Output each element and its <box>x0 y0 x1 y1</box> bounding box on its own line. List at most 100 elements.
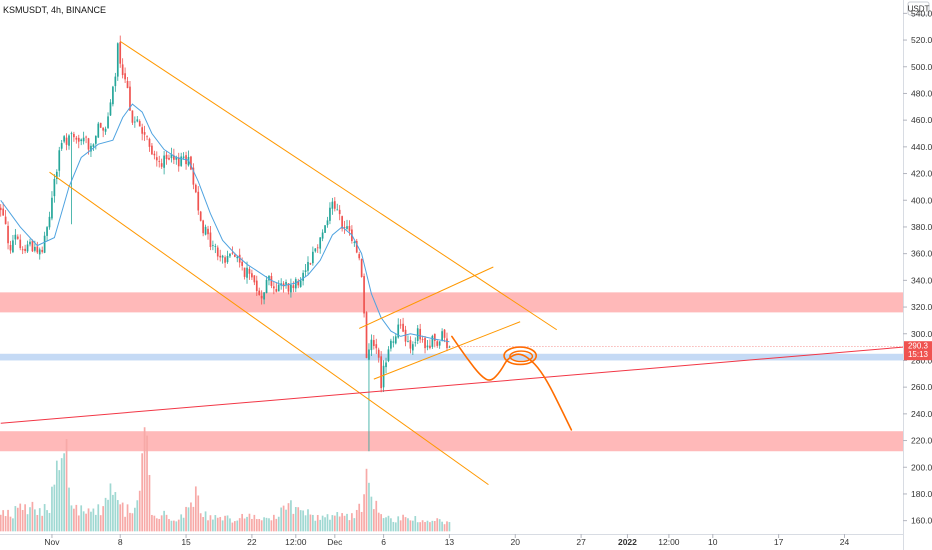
candle <box>146 135 148 141</box>
unit-badge[interactable]: USDT <box>907 1 930 16</box>
unit-label: USDT <box>908 5 930 14</box>
volume-bar <box>333 515 336 532</box>
candle <box>219 249 222 262</box>
volume-bar <box>238 518 241 532</box>
candle <box>102 127 105 138</box>
time-tick-label: 27 <box>576 537 586 547</box>
candle <box>21 246 24 255</box>
candle <box>92 143 95 151</box>
volume-bar <box>331 515 334 532</box>
candle <box>243 267 246 280</box>
projection-circle[interactable] <box>503 346 538 366</box>
time-axis[interactable]: Nov 8 15 22 12:00 Dec 6 13 20 27 2022 12:00 10 17 24 <box>44 534 849 547</box>
rising-wedge-upper[interactable] <box>358 266 494 329</box>
volume-bar <box>131 513 134 532</box>
price-tick-label: 360.0 <box>911 249 932 259</box>
candle <box>116 42 119 81</box>
volume-bar <box>153 515 156 532</box>
candle <box>104 126 107 135</box>
candle <box>55 169 58 185</box>
volume-bar <box>348 520 351 532</box>
candle <box>80 138 83 146</box>
price-tick-label: 500.0 <box>911 62 932 72</box>
candle <box>316 244 319 253</box>
volume-bar <box>75 504 78 532</box>
candle <box>224 255 226 268</box>
candle <box>321 229 324 242</box>
long-trendline[interactable] <box>0 346 904 424</box>
candle <box>285 279 287 289</box>
candle <box>112 85 114 107</box>
volume-bar <box>58 470 61 532</box>
candle <box>207 225 209 240</box>
time-tick-label: 12:00 <box>658 537 680 547</box>
price-tick-label: 420.0 <box>911 169 932 179</box>
candle <box>19 234 22 251</box>
volume-bar <box>231 522 234 532</box>
candle <box>426 339 429 351</box>
volume-bar <box>143 427 146 532</box>
volume-bar <box>99 515 102 532</box>
volume-bar <box>346 513 348 532</box>
candle <box>258 287 261 296</box>
volume-bar <box>51 486 53 532</box>
candle <box>441 328 443 342</box>
candle <box>358 251 361 261</box>
rising-wedge-lower[interactable] <box>373 321 521 380</box>
volume-bar <box>175 521 178 532</box>
volume-bar <box>38 508 41 532</box>
volume-bar <box>87 508 90 532</box>
resistance-zone <box>0 292 903 313</box>
volume-bar <box>251 518 253 532</box>
candle <box>212 240 214 251</box>
volume-bar <box>77 515 80 532</box>
volume-bar <box>419 522 422 532</box>
candle <box>372 334 375 350</box>
volume-bar <box>270 520 273 532</box>
candle <box>402 317 404 333</box>
price-tick-label: 280.0 <box>911 355 932 365</box>
volume-bar <box>377 512 380 532</box>
volume-bar <box>177 519 180 532</box>
candle <box>309 262 312 266</box>
volume-bar <box>414 516 417 532</box>
candle <box>26 240 29 253</box>
volume-bar <box>363 494 365 532</box>
volume-bar <box>151 514 153 532</box>
volume-bar <box>121 502 124 532</box>
price-axis[interactable]: 160.0 180.0 200.0 220.0 240.0 260.0 280.0 300.0… <box>903 8 932 526</box>
price-tick-label: 400.0 <box>911 195 932 205</box>
candle <box>307 256 309 275</box>
volume-bar <box>119 504 122 532</box>
last-price-badge: 290.3 15:13 <box>904 341 932 361</box>
volume-bar <box>85 513 87 532</box>
volume-bar <box>429 522 431 532</box>
volume-bar <box>355 509 358 532</box>
candle <box>163 151 165 175</box>
price-tick-label: 480.0 <box>911 88 932 98</box>
candle <box>443 328 446 343</box>
volume-bar <box>407 518 409 532</box>
candle <box>268 275 270 286</box>
projection-path[interactable] <box>451 335 573 431</box>
candle <box>253 275 256 286</box>
candle <box>407 335 409 343</box>
descending-channel-lower[interactable] <box>49 171 489 486</box>
candle <box>70 131 73 225</box>
volume-bar <box>133 507 136 532</box>
candle <box>63 134 65 144</box>
volume-bar <box>185 506 187 532</box>
volume-bar <box>324 517 326 532</box>
volume-bar <box>214 515 217 532</box>
volume-bar <box>14 506 17 532</box>
volume-bar <box>287 503 290 532</box>
volume-bar <box>263 517 265 532</box>
candle <box>353 240 356 247</box>
candle <box>41 246 44 254</box>
projection-circle-inner[interactable] <box>509 350 534 363</box>
volume-bar <box>219 516 222 532</box>
candle <box>151 142 153 155</box>
volume-bar <box>16 507 19 532</box>
descending-channel-upper[interactable] <box>119 40 557 331</box>
